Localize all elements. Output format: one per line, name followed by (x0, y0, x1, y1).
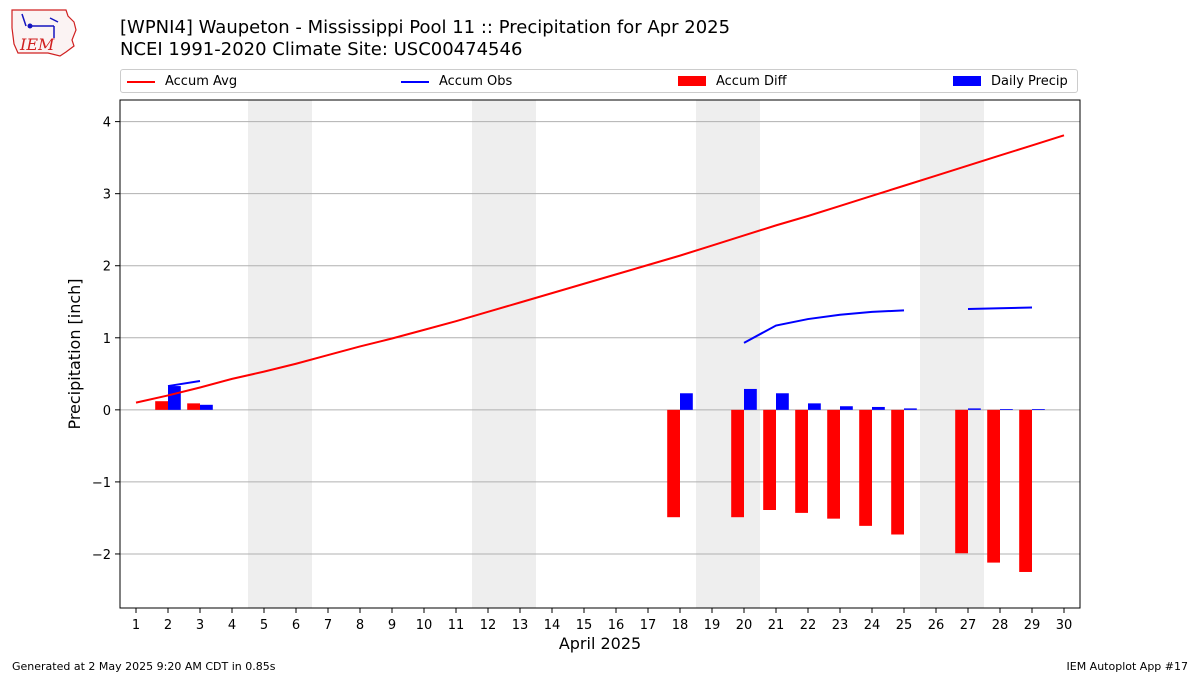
bar-accum-diff (827, 409, 840, 519)
y-tick-label: 2 (103, 260, 111, 275)
y-tick-label: 4 (103, 116, 111, 131)
weekend-band (696, 100, 760, 608)
x-tick-label: 12 (480, 618, 497, 633)
legend: Accum Avg Accum Obs Accum Diff Daily Pre… (120, 69, 1078, 93)
x-tick-label: 21 (768, 618, 785, 633)
x-tick-label: 16 (608, 618, 625, 633)
x-tick-label: 28 (992, 618, 1009, 633)
footer-app: IEM Autoplot App #17 (1066, 660, 1189, 673)
x-tick-label: 25 (896, 618, 913, 633)
x-tick-label: 8 (356, 618, 364, 633)
x-tick-label: 19 (704, 618, 721, 633)
x-tick-label: 18 (672, 618, 689, 633)
x-tick-label: 14 (544, 618, 561, 633)
bar-accum-diff (187, 403, 200, 410)
legend-label-accum-obs: Accum Obs (439, 74, 513, 89)
bar-daily-precip (808, 403, 821, 410)
x-tick-label: 2 (164, 618, 172, 633)
x-tick-label: 5 (260, 618, 268, 633)
bar-daily-precip (872, 406, 885, 410)
bar-daily-precip (840, 406, 853, 410)
x-tick-label: 7 (324, 618, 332, 633)
bar-accum-diff (667, 409, 680, 518)
x-tick-label: 10 (416, 618, 433, 633)
line-accum-obs (167, 380, 201, 388)
x-tick-label: 9 (388, 618, 396, 633)
line-accum-avg (135, 134, 1065, 404)
bar-daily-precip (200, 404, 213, 410)
x-tick-label: 23 (832, 618, 849, 633)
bar-accum-diff (891, 409, 904, 535)
line-accum-obs (743, 309, 905, 344)
line-accum-obs (967, 306, 1033, 310)
bar-daily-precip (1032, 409, 1045, 410)
bar-daily-precip (168, 386, 181, 410)
x-tick-label: 20 (736, 618, 753, 633)
legend-label-accum-diff: Accum Diff (716, 74, 787, 89)
x-tick-label: 4 (228, 618, 236, 633)
x-tick-label: 13 (512, 618, 529, 633)
x-tick-label: 15 (576, 618, 593, 633)
bar-accum-diff (955, 409, 968, 554)
legend-label-accum-avg: Accum Avg (165, 74, 238, 89)
y-tick-label: 1 (103, 332, 111, 347)
plot-frame (119, 99, 1081, 609)
bar-accum-diff (859, 409, 872, 526)
bar-accum-diff (1019, 409, 1032, 572)
chart-title-line1: [WPNI4] Waupeton - Mississippi Pool 11 :… (120, 17, 731, 38)
x-tick-label: 30 (1056, 618, 1073, 633)
x-tick-label: 1 (132, 618, 140, 633)
chart-title-line2: NCEI 1991-2020 Climate Site: USC00474546 (120, 39, 523, 60)
legend-label-daily-precip: Daily Precip (991, 74, 1068, 89)
y-tick-label: 0 (103, 404, 111, 419)
svg-text:IEM: IEM (19, 35, 55, 54)
y-tick-label: −1 (92, 476, 111, 491)
bar-daily-precip (680, 393, 693, 410)
y-tick-label: −2 (92, 548, 111, 563)
x-tick-label: 3 (196, 618, 204, 633)
x-tick-label: 27 (960, 618, 977, 633)
legend-swatch-daily-precip (953, 76, 981, 86)
x-tick-label: 11 (448, 618, 465, 633)
bar-daily-precip (904, 408, 917, 410)
bar-accum-diff (987, 409, 1000, 563)
x-axis-label: April 2025 (559, 634, 641, 653)
weekend-band (472, 100, 536, 608)
bar-accum-diff (155, 401, 168, 410)
x-tick-label: 26 (928, 618, 945, 633)
bar-accum-diff (795, 409, 808, 513)
x-tick-label: 6 (292, 618, 300, 633)
bar-daily-precip (1000, 409, 1013, 410)
x-tick-label: 17 (640, 618, 657, 633)
y-axis-label: Precipitation [inch] (65, 278, 84, 429)
bar-daily-precip (968, 408, 981, 410)
x-tick-label: 29 (1024, 618, 1041, 633)
iem-logo: IEM (11, 9, 77, 57)
weekend-band (248, 100, 312, 608)
bar-daily-precip (776, 393, 789, 410)
footer-generated: Generated at 2 May 2025 9:20 AM CDT in 0… (12, 660, 276, 673)
y-tick-label: 3 (103, 188, 111, 203)
bar-accum-diff (731, 409, 744, 518)
x-tick-label: 22 (800, 618, 817, 633)
bar-daily-precip (744, 388, 757, 410)
chart-title: [WPNI4] Waupeton - Mississippi Pool 11 :… (120, 17, 730, 61)
legend-swatch-accum-diff (678, 76, 706, 86)
legend-swatch-accum-avg (127, 81, 155, 83)
weekend-band (920, 100, 984, 608)
legend-swatch-accum-obs (401, 81, 429, 83)
x-tick-label: 24 (864, 618, 881, 633)
bar-accum-diff (763, 409, 776, 511)
